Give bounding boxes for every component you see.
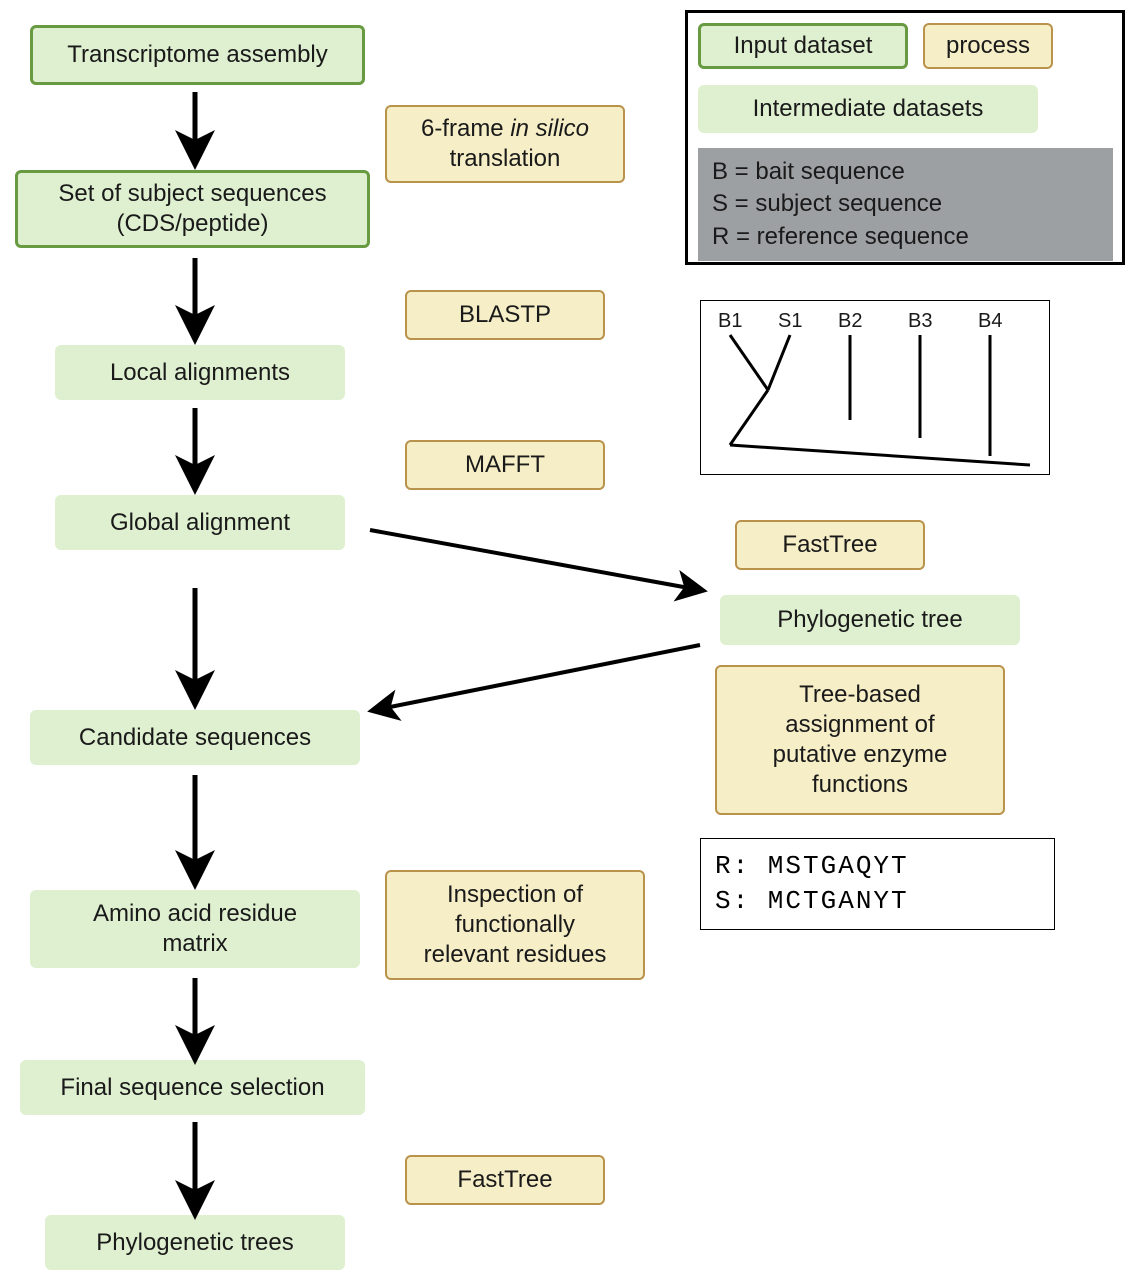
node-phylogenetic-trees: Phylogenetic trees — [45, 1215, 345, 1270]
node-transcriptome: Transcriptome assembly — [30, 25, 365, 85]
node-label: Phylogenetic trees — [96, 1228, 293, 1258]
process-fasttree-1: FastTree — [735, 520, 925, 570]
legend-def-line: B = bait sequence — [712, 156, 1099, 188]
process-tree-assignment: Tree-based assignment of putative enzyme… — [715, 665, 1005, 815]
seq-line: R: MSTGAQYT — [715, 849, 1040, 884]
legend-process: process — [923, 23, 1053, 69]
process-label: BLASTP — [459, 300, 551, 330]
seq-line: S: MCTGANYT — [715, 884, 1040, 919]
process-label: Inspection of functionally relevant resi… — [424, 880, 607, 970]
legend-input-dataset: Input dataset — [698, 23, 908, 69]
node-label: Set of subject sequences (CDS/peptide) — [58, 179, 326, 239]
node-global-alignment: Global alignment — [55, 495, 345, 550]
node-final-selection: Final sequence selection — [20, 1060, 365, 1115]
node-subject-set: Set of subject sequences (CDS/peptide) — [15, 170, 370, 248]
sequence-comparison: R: MSTGAQYT S: MCTGANYT — [700, 838, 1055, 930]
tree-label-b3: B3 — [908, 310, 932, 333]
legend-def-line: R = reference sequence — [712, 221, 1099, 253]
process-fasttree-2: FastTree — [405, 1155, 605, 1205]
process-inspection: Inspection of functionally relevant resi… — [385, 870, 645, 980]
node-local-alignments: Local alignments — [55, 345, 345, 400]
process-label: MAFFT — [465, 450, 545, 480]
process-translation: 6-frame in silico translation — [385, 105, 625, 183]
node-label: Final sequence selection — [60, 1073, 324, 1103]
node-label: Transcriptome assembly — [67, 40, 328, 70]
node-label: Phylogenetic tree — [777, 605, 962, 635]
legend-label: Intermediate datasets — [753, 94, 984, 124]
process-mafft: MAFFT — [405, 440, 605, 490]
legend-definitions: B = bait sequence S = subject sequence R… — [698, 148, 1113, 261]
node-candidate-sequences: Candidate sequences — [30, 710, 360, 765]
tree-label-s1: S1 — [778, 310, 802, 333]
process-label: 6-frame in silico translation — [421, 114, 589, 174]
legend-label: process — [946, 31, 1030, 61]
legend-box: Input dataset process Intermediate datas… — [685, 10, 1125, 265]
node-label: Amino acid residue matrix — [93, 899, 297, 959]
legend-label: Input dataset — [734, 31, 873, 61]
node-residue-matrix: Amino acid residue matrix — [30, 890, 360, 968]
legend-def-line: S = subject sequence — [712, 188, 1099, 220]
tree-label-b1: B1 — [718, 310, 742, 333]
node-label: Local alignments — [110, 358, 290, 388]
tree-label-b2: B2 — [838, 310, 862, 333]
process-label: FastTree — [457, 1165, 552, 1195]
legend-intermediate: Intermediate datasets — [698, 85, 1038, 133]
tree-label-b4: B4 — [978, 310, 1002, 333]
process-blastp: BLASTP — [405, 290, 605, 340]
node-label: Candidate sequences — [79, 723, 311, 753]
process-label: FastTree — [782, 530, 877, 560]
node-label: Global alignment — [110, 508, 290, 538]
node-phylogenetic-tree-right: Phylogenetic tree — [720, 595, 1020, 645]
process-label: Tree-based assignment of putative enzyme… — [773, 680, 948, 800]
